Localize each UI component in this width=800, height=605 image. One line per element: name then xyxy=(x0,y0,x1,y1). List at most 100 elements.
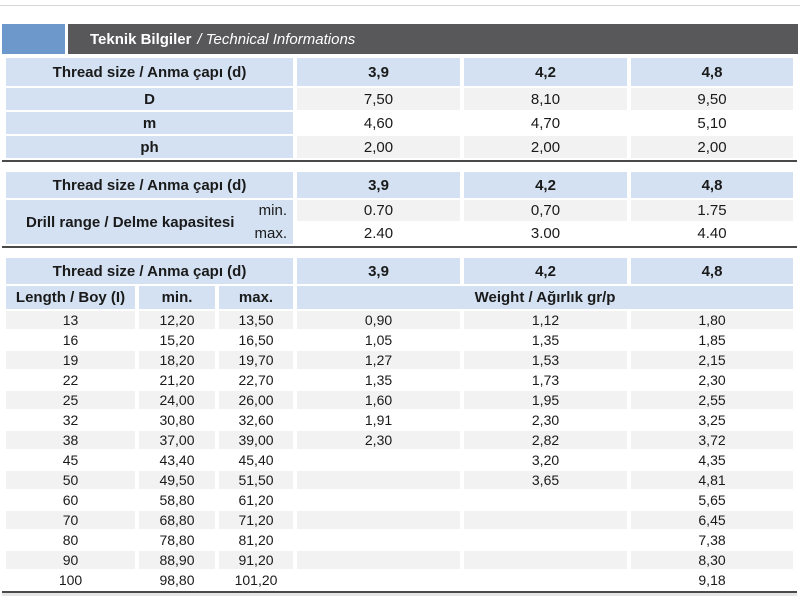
min-cell: 15,20 xyxy=(139,331,215,349)
max-cell: 71,20 xyxy=(219,511,294,529)
weight-cell xyxy=(464,491,628,509)
weight-cell: 1,35 xyxy=(464,331,628,349)
length-cell: 80 xyxy=(6,531,135,549)
weight-cell xyxy=(464,531,628,549)
max-cell: 51,50 xyxy=(219,471,294,489)
min-label: min. xyxy=(258,202,287,219)
weight-cell: 2,30 xyxy=(631,371,794,389)
dimensions-header-row: Thread size / Anma çapı (d) 3,9 4,2 4,8 xyxy=(6,58,793,86)
value-cell: 4,70 xyxy=(464,112,627,134)
max-cell: 26,00 xyxy=(219,391,294,409)
min-cell: 21,20 xyxy=(139,371,215,389)
weight-cell: 1,91 xyxy=(297,411,461,429)
weight-cell: 1,12 xyxy=(464,311,628,329)
accent-block xyxy=(2,24,65,54)
value-cell: 2,00 xyxy=(464,136,627,158)
table-row: 100 98,80 101,20 9,18 xyxy=(6,571,794,589)
value-cell: 7,50 xyxy=(297,88,460,110)
section-title-bar: Teknik Bilgiler / Technical Informations xyxy=(68,24,798,54)
dimensions-table: Thread size / Anma çapı (d) 3,9 4,2 4,8 … xyxy=(2,56,797,162)
value-cell: 2,00 xyxy=(631,136,793,158)
min-cell: 12,20 xyxy=(139,311,215,329)
table-row: 90 88,90 91,20 8,30 xyxy=(6,551,794,569)
thread-size-header: Thread size / Anma çapı (d) xyxy=(6,172,293,198)
drill-range-table: Thread size / Anma çapı (d) 3,9 4,2 4,8 … xyxy=(2,170,797,248)
drill-range-header-row: Thread size / Anma çapı (d) 3,9 4,2 4,8 xyxy=(6,172,793,198)
weight-cell xyxy=(464,511,628,529)
weight-cell: 1,27 xyxy=(297,351,461,369)
weight-header: Weight / Ağırlık gr/p xyxy=(297,286,794,309)
length-weight-header-row: Thread size / Anma çapı (d) 3,9 4,2 4,8 xyxy=(6,258,794,284)
weight-cell xyxy=(297,531,461,549)
weight-cell: 3,25 xyxy=(631,411,794,429)
weight-cell xyxy=(297,551,461,569)
table-row: 13 12,20 13,50 0,90 1,12 1,80 xyxy=(6,311,794,329)
length-header: Length / Boy (I) xyxy=(6,286,135,309)
weight-cell: 2,82 xyxy=(464,431,628,449)
weight-cell: 1,60 xyxy=(297,391,461,409)
drill-range-label-cell: Drill range / Delme kapasitesi min. max. xyxy=(6,200,293,244)
max-cell: 13,50 xyxy=(219,311,294,329)
min-header: min. xyxy=(139,286,215,309)
min-cell: 30,80 xyxy=(139,411,215,429)
weight-cell: 3,65 xyxy=(464,471,628,489)
weight-cell xyxy=(297,491,461,509)
title-turkish: Teknik Bilgiler xyxy=(90,30,192,48)
min-cell: 24,00 xyxy=(139,391,215,409)
max-cell: 81,20 xyxy=(219,531,294,549)
table-row: 19 18,20 19,70 1,27 1,53 2,15 xyxy=(6,351,794,369)
row-label: m xyxy=(6,112,293,134)
size-col-header: 4,2 xyxy=(464,258,628,284)
weight-cell xyxy=(464,551,628,569)
value-cell: 0.70 xyxy=(297,200,460,221)
table-row: 32 30,80 32,60 1,91 2,30 3,25 xyxy=(6,411,794,429)
table-row: 25 24,00 26,00 1,60 1,95 2,55 xyxy=(6,391,794,409)
table-row: 38 37,00 39,00 2,30 2,82 3,72 xyxy=(6,431,794,449)
size-col-header: 4,8 xyxy=(631,58,793,86)
weight-cell: 1,85 xyxy=(631,331,794,349)
value-cell: 9,50 xyxy=(631,88,793,110)
weight-cell: 1,35 xyxy=(297,371,461,389)
length-cell: 45 xyxy=(6,451,135,469)
size-col-header: 3,9 xyxy=(297,172,460,198)
weight-cell: 1,80 xyxy=(631,311,794,329)
min-cell: 49,50 xyxy=(139,471,215,489)
length-weight-subheader-row: Length / Boy (I) min. max. Weight / Ağır… xyxy=(6,286,794,309)
weight-cell xyxy=(297,511,461,529)
length-cell: 32 xyxy=(6,411,135,429)
table-row: 70 68,80 71,20 6,45 xyxy=(6,511,794,529)
row-label: ph xyxy=(6,136,293,158)
min-max-labels: min. max. xyxy=(254,200,293,244)
length-cell: 13 xyxy=(6,311,135,329)
value-cell: 2,00 xyxy=(297,136,460,158)
top-divider xyxy=(0,5,800,6)
length-cell: 100 xyxy=(6,571,135,589)
length-cell: 16 xyxy=(6,331,135,349)
table-row: 80 78,80 81,20 7,38 xyxy=(6,531,794,549)
length-cell: 19 xyxy=(6,351,135,369)
title-english: / Technical Informations xyxy=(197,30,356,48)
drill-range-label-wrap: Drill range / Delme kapasitesi min. max. xyxy=(6,200,293,244)
weight-cell: 3,72 xyxy=(631,431,794,449)
size-col-header: 4,2 xyxy=(464,58,627,86)
size-col-header: 4,2 xyxy=(464,172,627,198)
min-cell: 88,90 xyxy=(139,551,215,569)
weight-cell: 1,73 xyxy=(464,371,628,389)
weight-cell: 4,35 xyxy=(631,451,794,469)
title-row: Teknik Bilgiler / Technical Informations xyxy=(2,24,798,54)
length-weight-table: Thread size / Anma çapı (d) 3,9 4,2 4,8 … xyxy=(2,256,798,593)
max-header: max. xyxy=(219,286,294,309)
max-cell: 16,50 xyxy=(219,331,294,349)
value-cell: 4.40 xyxy=(631,223,793,244)
weight-cell: 2,30 xyxy=(464,411,628,429)
size-col-header: 4,8 xyxy=(631,258,794,284)
weight-cell xyxy=(297,571,461,589)
max-cell: 22,70 xyxy=(219,371,294,389)
min-cell: 18,20 xyxy=(139,351,215,369)
max-cell: 45,40 xyxy=(219,451,294,469)
weight-cell: 4,81 xyxy=(631,471,794,489)
table-row: 16 15,20 16,50 1,05 1,35 1,85 xyxy=(6,331,794,349)
max-cell: 19,70 xyxy=(219,351,294,369)
weight-cell: 1,95 xyxy=(464,391,628,409)
thread-size-header: Thread size / Anma çapı (d) xyxy=(6,258,294,284)
